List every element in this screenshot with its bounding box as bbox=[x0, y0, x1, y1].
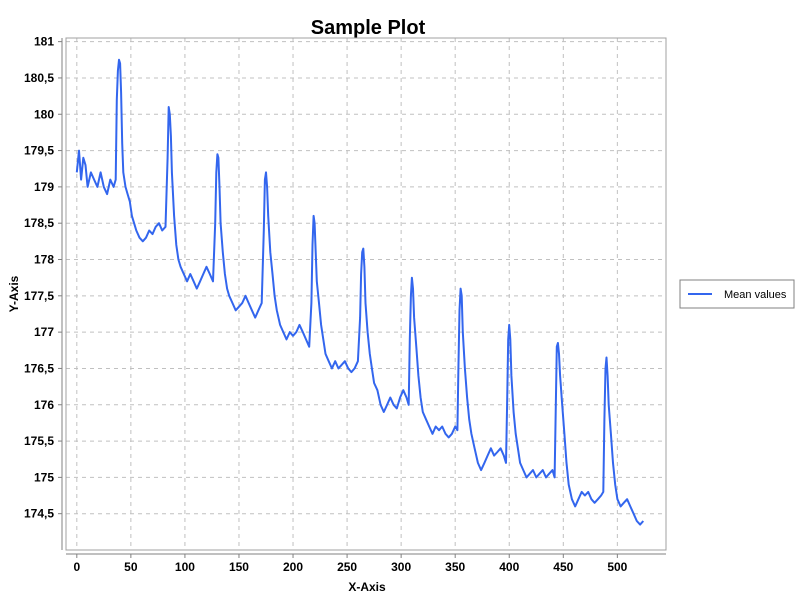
y-ticks: 174,5 175 175,5 176 176,5 177 177,5 178 178,5 179… bbox=[24, 35, 62, 521]
x-tick-label: 100 bbox=[175, 560, 195, 574]
series-line-mean-values bbox=[75, 58, 645, 526]
y-tick-label: 178,5 bbox=[24, 216, 54, 230]
x-tick-label: 400 bbox=[499, 560, 519, 574]
y-tick-label: 181 bbox=[34, 35, 54, 49]
y-tick-label: 176,5 bbox=[24, 361, 54, 375]
y-tick-label: 180 bbox=[34, 107, 54, 121]
x-tick-label: 350 bbox=[445, 560, 465, 574]
x-tick-label: 0 bbox=[73, 560, 80, 574]
y-tick-label: 178 bbox=[34, 253, 54, 267]
y-tick-label: 179 bbox=[34, 180, 54, 194]
y-tick-label: 177 bbox=[34, 325, 54, 339]
legend-entry-mean-values: Mean values bbox=[724, 289, 787, 301]
y-tick-label: 177,5 bbox=[24, 289, 54, 303]
x-axis-title: X-Axis bbox=[348, 580, 386, 594]
chart-title: Sample Plot bbox=[311, 17, 426, 39]
x-tick-label: 50 bbox=[124, 560, 138, 574]
x-ticks: 0 50 100 150 200 250 300 350 400 450 500 bbox=[73, 554, 628, 574]
plot-area-border bbox=[65, 37, 667, 551]
x-tick-label: 200 bbox=[283, 560, 303, 574]
y-tick-label: 175,5 bbox=[24, 434, 54, 448]
legend: Mean values bbox=[679, 279, 795, 309]
x-tick-label: 300 bbox=[391, 560, 411, 574]
y-tick-label: 174,5 bbox=[24, 507, 54, 521]
y-tick-label: 176 bbox=[34, 398, 54, 412]
x-tick-label: 250 bbox=[337, 560, 357, 574]
y-axis-title: Y-Axis bbox=[7, 275, 21, 312]
x-tick-label: 500 bbox=[607, 560, 627, 574]
y-tick-label: 180,5 bbox=[24, 71, 54, 85]
y-tick-label: 179,5 bbox=[24, 144, 54, 158]
x-tick-label: 150 bbox=[229, 560, 249, 574]
x-tick-label: 450 bbox=[553, 560, 573, 574]
y-tick-label: 175 bbox=[34, 470, 54, 484]
